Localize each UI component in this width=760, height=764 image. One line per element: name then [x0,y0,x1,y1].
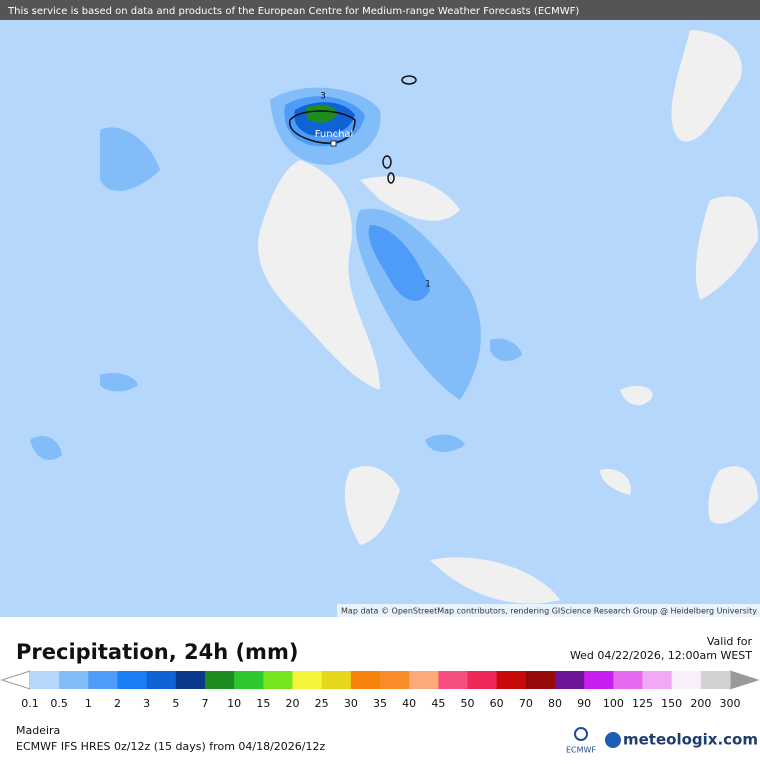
contour-label: 1 [425,280,431,290]
header-notice: This service is based on data and produc… [7,6,579,17]
valid-label: Valid for [707,635,753,648]
contour-label: 3 [320,92,326,102]
legend-label: 1 [85,697,92,710]
legend-label: 35 [373,697,387,710]
legend-label: 5 [172,697,179,710]
arrow-right [729,670,760,690]
valid-time: Wed 04/22/2026, 12:00am WEST [570,649,752,662]
legend-swatch [613,671,643,689]
legend-label: 300 [720,697,741,710]
legend-swatch [380,671,410,689]
legend-swatch [205,671,235,689]
legend-swatch [700,671,731,689]
brand-icon [605,732,621,748]
legend-label: 50 [461,697,475,710]
legend-label: 2 [114,697,121,710]
legend-swatch [409,671,439,689]
legend-label: 30 [344,697,358,710]
legend-label: 20 [286,697,300,710]
legend-swatch [30,671,60,689]
legend-label: 60 [490,697,504,710]
legend-label: 125 [632,697,653,710]
legend-swatch [175,671,206,689]
legend-swatch [438,671,468,689]
legend-label: 3 [143,697,150,710]
legend-label: 100 [603,697,624,710]
legend-label: 25 [315,697,329,710]
header-bar [0,0,760,20]
contours [288,75,417,184]
precip-patches [30,30,758,604]
legend-swatch [117,671,148,689]
legend-label: 150 [661,697,682,710]
legend-label: 200 [690,697,711,710]
model-info: ECMWF IFS HRES 0z/12z (15 days) from 04/… [16,740,326,753]
legend-swatch [321,671,352,689]
city-marker [330,140,337,147]
legend-swatch [146,671,177,689]
legend-swatch [467,671,498,689]
legend-label: 70 [519,697,533,710]
legend-label: 7 [202,697,209,710]
legend-swatch [88,671,118,689]
legend-swatch [671,671,702,689]
title: Precipitation, 24h (mm) [16,640,298,664]
legend-swatch [555,671,585,689]
legend-label: 45 [431,697,445,710]
region: Madeira [16,724,60,737]
legend-swatch [584,671,614,689]
legend-swatch [263,671,293,689]
legend-swatch [234,671,264,689]
legend-swatch [292,671,323,689]
legend: 0.1 0.5 1 2 3 5 7 10 15 20 25 30 35 40 45 50 60 70 80 90 100… [0,670,760,710]
legend-label: 15 [256,697,270,710]
legend-swatch [496,671,527,689]
legend-label: 80 [548,697,562,710]
legend-label: 10 [227,697,241,710]
legend-label: 0.5 [50,697,68,710]
place-label: Funchal [315,129,354,140]
arrow-left [0,670,31,690]
legend-swatch [350,671,381,689]
legend-swatch [642,671,673,689]
attribution-bg [337,604,760,617]
brand: meteologix.com [623,731,758,749]
legend-swatch [525,671,556,689]
legend-label: 40 [402,697,416,710]
legend-label: 90 [577,697,591,710]
ecmwf-icon [574,727,588,741]
attribution: Map data © OpenStreetMap contributors, r… [341,607,757,616]
legend-swatch [59,671,89,689]
legend-label: 0.1 [21,697,39,710]
ecmwf-logo: ECMWF [566,746,596,755]
